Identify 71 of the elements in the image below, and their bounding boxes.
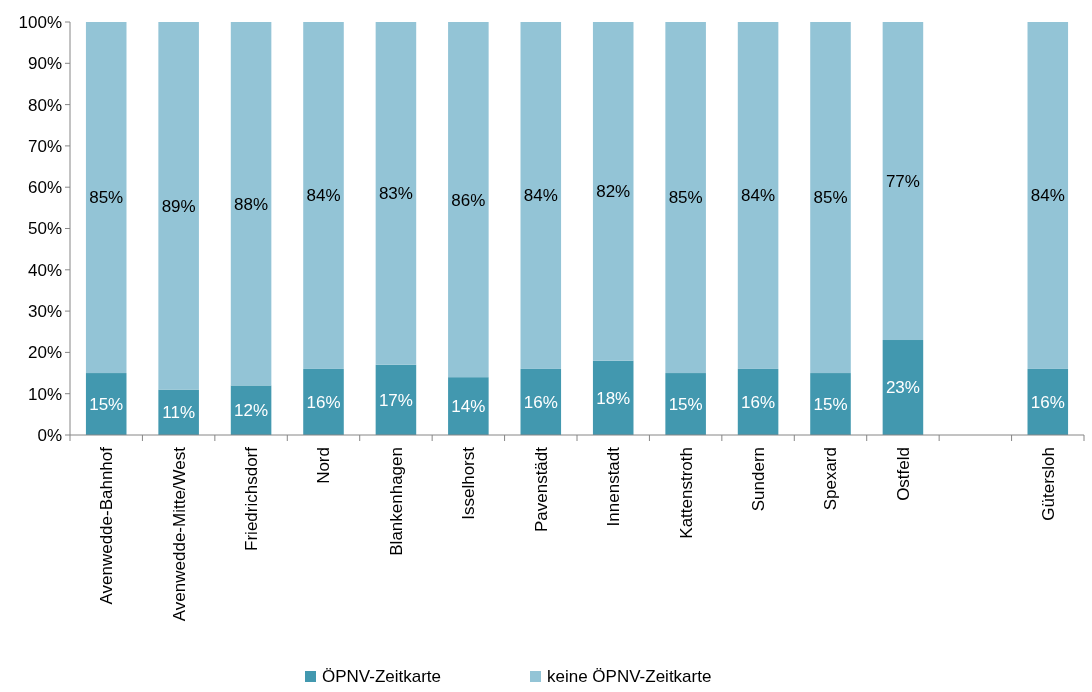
data-label: 16%	[306, 392, 341, 412]
x-tick-label: Friedrichsdorf	[242, 446, 262, 551]
y-tick-label: 70%	[27, 136, 62, 156]
data-label: 84%	[1030, 186, 1065, 206]
y-tick-label: 20%	[27, 343, 62, 363]
y-tick-label: 60%	[27, 178, 62, 198]
bar	[448, 377, 489, 435]
bar	[85, 22, 127, 374]
y-tick-label: 50%	[27, 219, 62, 239]
data-label: 88%	[234, 194, 269, 214]
x-tick-label: Sundern	[749, 447, 769, 512]
data-label: 84%	[523, 186, 558, 206]
y-tick-label: 90%	[27, 54, 62, 74]
x-tick-label: Ostfeld	[893, 447, 913, 501]
data-label: 85%	[813, 188, 848, 208]
data-label: 15%	[668, 394, 703, 414]
bar	[303, 368, 344, 435]
y-tick-label: 10%	[27, 384, 62, 404]
x-tick-label: Avenwedde-Bahnhof	[97, 446, 117, 605]
bar	[882, 22, 924, 341]
bar	[665, 22, 706, 374]
data-label: 16%	[523, 392, 558, 412]
data-label: 89%	[161, 196, 196, 216]
data-label: 11%	[162, 403, 196, 423]
y-tick-label: 0%	[37, 425, 62, 445]
data-label: 83%	[378, 184, 413, 204]
bar	[665, 373, 706, 435]
legend-label: keine ÖPNV-Zeitkarte	[547, 667, 712, 686]
bar	[520, 22, 562, 369]
bar	[1027, 22, 1069, 369]
bar	[592, 22, 634, 361]
bar	[303, 22, 344, 369]
data-label: 84%	[306, 186, 341, 206]
bar	[810, 373, 851, 435]
y-tick-label: 30%	[27, 302, 62, 322]
bar	[882, 340, 924, 435]
bar	[448, 22, 489, 378]
x-tick-label: Isselhorst	[459, 446, 479, 520]
x-tick-label: Gütersloh	[1038, 447, 1058, 521]
data-label: 85%	[89, 188, 124, 208]
legend-label: ÖPNV-Zeitkarte	[322, 667, 442, 686]
data-label: 84%	[741, 186, 776, 206]
y-tick-label: 40%	[27, 260, 62, 280]
bar	[810, 22, 851, 374]
data-label: 16%	[1030, 392, 1065, 412]
data-label: 77%	[885, 171, 920, 191]
data-label: 18%	[596, 388, 631, 408]
x-tick-label: Avenwedde-Mitte/West	[169, 446, 189, 622]
y-tick-label: 80%	[27, 95, 62, 115]
bar	[230, 22, 272, 386]
x-tick-label: Spexard	[821, 447, 841, 511]
data-label: 86%	[451, 190, 486, 210]
data-label: 17%	[378, 390, 413, 410]
x-tick-label: Innenstadt	[604, 446, 624, 527]
x-tick-label: Kattenstroth	[676, 447, 696, 539]
data-label: 85%	[668, 188, 703, 208]
data-label: 16%	[741, 392, 776, 412]
data-label: 23%	[885, 378, 920, 398]
x-tick-label: Blankenhagen	[386, 447, 406, 556]
data-label: 15%	[813, 394, 848, 414]
data-label: 12%	[234, 401, 269, 421]
bar	[737, 22, 779, 369]
data-label: 82%	[596, 182, 631, 202]
y-tick-label: 100%	[18, 12, 62, 32]
data-label: 15%	[89, 394, 124, 414]
x-tick-label: Nord	[314, 447, 334, 484]
bar	[375, 364, 417, 435]
bar	[158, 22, 199, 390]
x-tick-label: Pavenstädt	[531, 446, 551, 533]
data-label: 14%	[451, 397, 486, 417]
bar	[375, 22, 417, 365]
